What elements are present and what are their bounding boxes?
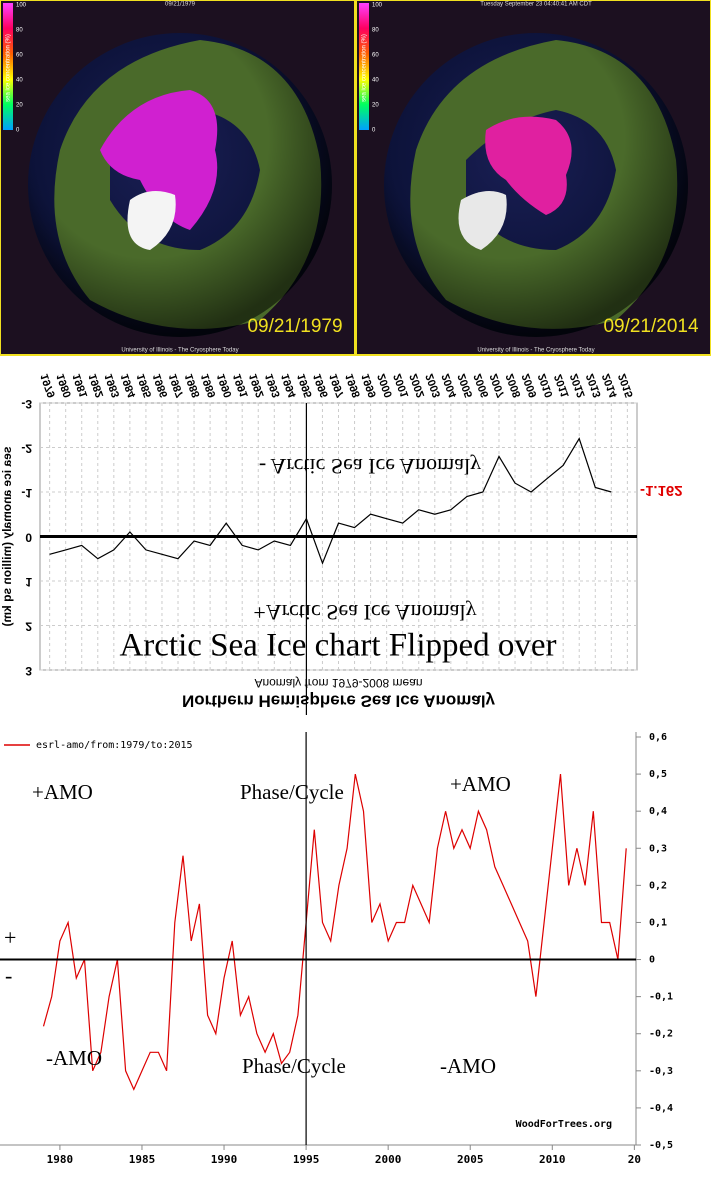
- annotation: +AMO: [450, 772, 511, 796]
- ice-overlay: Arctic Sea Ice chart Flipped over: [119, 628, 556, 664]
- colorbar-tick: 40: [16, 78, 23, 84]
- globe-shade: [28, 33, 332, 337]
- colorbar-tick: 40: [372, 78, 379, 84]
- x-axis-label: Anomaly from 1979-2008 mean: [254, 676, 422, 690]
- colorbar-tick: 80: [372, 28, 379, 34]
- y-tick-label: -2: [21, 441, 32, 455]
- chart-title: Northern Hemisphere Sea Ice Anomaly: [182, 692, 496, 711]
- x-tick-label: 1985: [129, 1153, 156, 1166]
- y-tick-label: 0: [25, 530, 32, 544]
- legend-label: esrl-amo/from:1979/to:2015: [36, 740, 193, 751]
- annotation: -: [5, 963, 12, 988]
- x-tick-label: 20: [628, 1153, 641, 1166]
- y-tick-label: 3: [25, 664, 32, 678]
- colorbar-tick: 0: [372, 128, 376, 134]
- x-tick-label: 2005: [457, 1153, 484, 1166]
- x-tick-label: 1980: [47, 1153, 74, 1166]
- amo-chart: 1980 1985 1990 1995 2000 2005 2010 20 0,6 0,5 0,4 0…: [0, 732, 673, 1166]
- y-tick-label: 0,2: [649, 880, 667, 891]
- y-tick-label: -0,3: [649, 1066, 673, 1077]
- colorbar-tick: 100: [16, 3, 27, 9]
- panel-header: Tuesday September 23 04:40:41 AM CDT: [480, 2, 592, 8]
- colorbar-tick: 0: [16, 128, 20, 134]
- y-tick-label: -0,4: [649, 1103, 673, 1114]
- credit: WoodForTrees.org: [516, 1119, 612, 1130]
- annotation: - Arctic Sea Ice Anomaly: [259, 454, 481, 479]
- panel-date: 09/21/2014: [603, 316, 699, 337]
- satellite-panel: Tuesday September 23 04:40:41 AM CDT 09/…: [355, 0, 711, 356]
- y-tick-label: 0: [649, 955, 655, 966]
- y-axis-label: sea ice anomaly (million sq km): [0, 446, 14, 626]
- y-tick-label: 2: [25, 619, 32, 633]
- annotation: Phase/Cycle: [242, 1054, 346, 1078]
- y-tick-label: 0,6: [649, 732, 667, 743]
- annotation: +AMO: [32, 780, 93, 804]
- colorbar-tick: 80: [16, 28, 23, 34]
- annotation: +: [4, 925, 16, 950]
- y-tick-label: -3: [21, 397, 32, 411]
- panel-footer: University of Illinois - The Cryosphere …: [477, 348, 594, 354]
- panel-header: 09/21/1979: [165, 2, 196, 8]
- x-tick-label: 2010: [539, 1153, 566, 1166]
- y-tick-label: 0,4: [649, 806, 667, 817]
- overlay-title: Arctic Sea Ice chart Flipped over: [119, 628, 556, 664]
- y-tick-label: -1: [21, 486, 32, 500]
- panel-footer: University of Illinois - The Cryosphere …: [121, 348, 238, 354]
- panel-date: 09/21/1979: [247, 316, 342, 337]
- flipped-ice-chart: 1979198019811982198319841985198619871988…: [0, 372, 683, 715]
- y-tick-label: 0,1: [649, 917, 667, 928]
- colorbar-label: sea ice concentration (%): [362, 34, 368, 102]
- colorbar-tick: 60: [372, 53, 379, 59]
- data-line: [42, 773, 627, 1091]
- annotation: -AMO: [46, 1046, 102, 1070]
- y-tick-label: -0,1: [649, 992, 673, 1003]
- colorbar-tick: 20: [16, 103, 23, 109]
- colorbar-label: sea ice concentration (%): [6, 34, 12, 102]
- x-tick-label: 1990: [211, 1153, 238, 1166]
- y-tick-label: 0,5: [649, 769, 667, 780]
- y-tick-label: -0,5: [649, 1140, 673, 1151]
- x-tick-label: 2000: [375, 1153, 402, 1166]
- annotation: +Arctic Sea Ice Anomaly: [253, 600, 476, 625]
- globe-shade: [384, 33, 688, 337]
- y-tick-label: 0,3: [649, 843, 667, 854]
- x-tick-label: 1995: [293, 1153, 320, 1166]
- annotation: -AMO: [440, 1054, 496, 1078]
- y-tick-label: 1: [25, 575, 32, 589]
- colorbar-tick: 20: [372, 103, 379, 109]
- current-value: -1.162: [640, 482, 683, 499]
- colorbar-tick: 60: [16, 53, 23, 59]
- colorbar: [359, 3, 369, 130]
- satellite-panel: 09/21/1979 09/21/1979 University of Illi…: [0, 0, 356, 356]
- colorbar: [3, 3, 13, 130]
- data-line: [49, 437, 612, 565]
- colorbar-tick: 100: [372, 3, 383, 9]
- annotation: Phase/Cycle: [240, 780, 344, 804]
- y-tick-label: -0,2: [649, 1029, 673, 1040]
